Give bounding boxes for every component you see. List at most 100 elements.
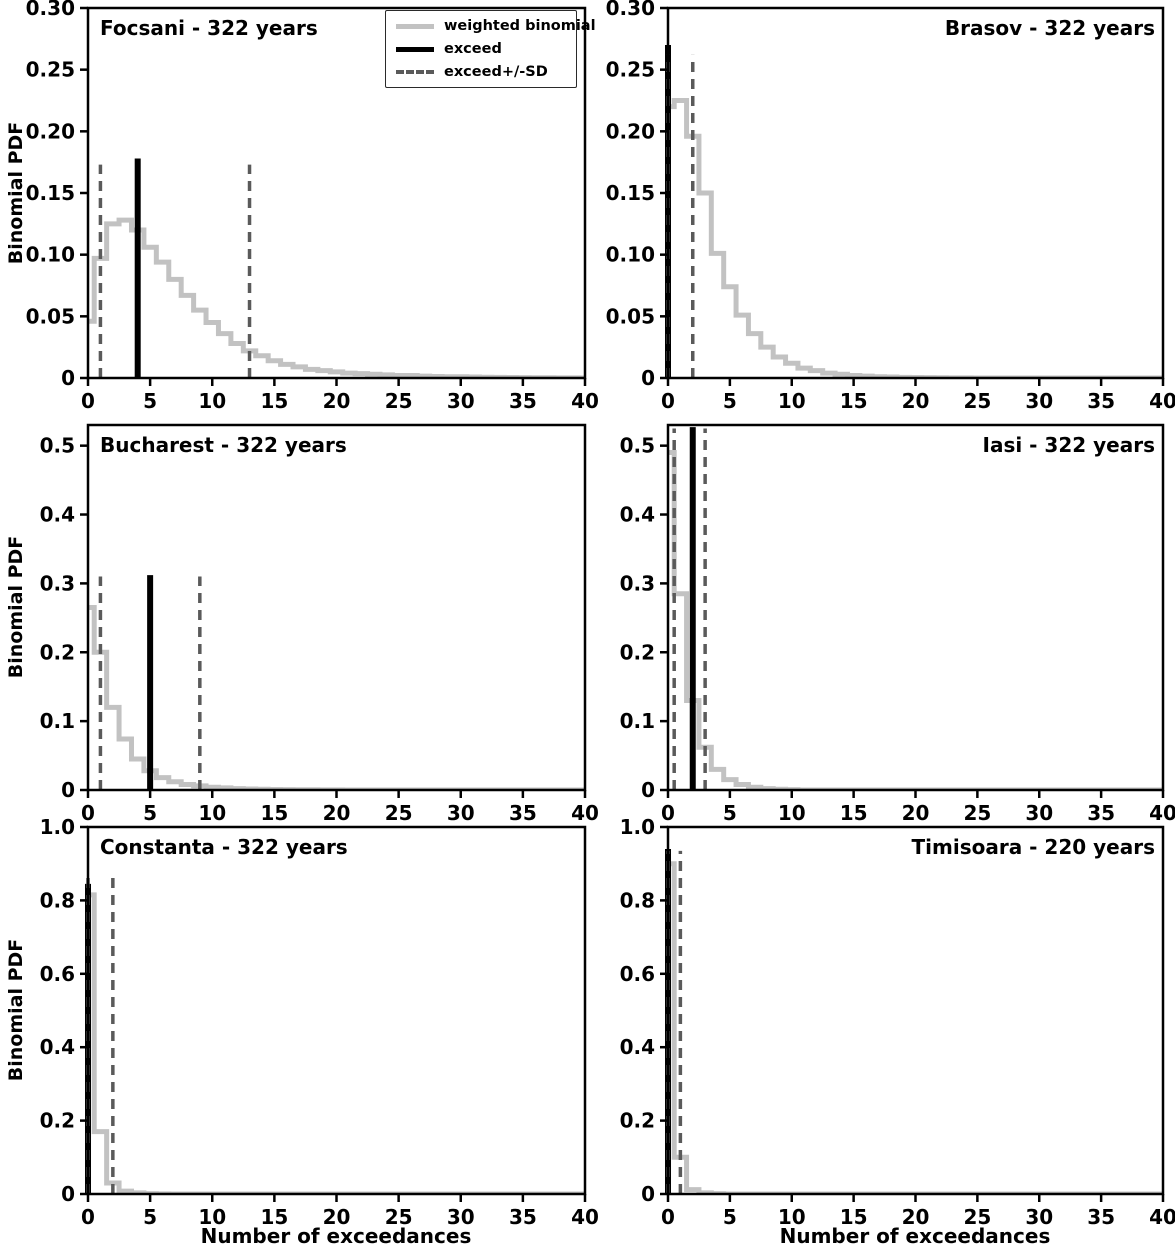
x-tick-label: 10 xyxy=(778,389,806,413)
x-tick-label: 0 xyxy=(661,801,675,825)
x-tick-label: 15 xyxy=(260,389,288,413)
chart-title-constanta: Constanta - 322 years xyxy=(100,835,348,859)
y-tick-label: 0 xyxy=(641,366,655,390)
legend-label-exceed-sd: exceed+/-SD xyxy=(444,64,548,80)
x-tick-label: 0 xyxy=(81,801,95,825)
y-tick-label: 0.10 xyxy=(606,243,655,267)
chart-title-focsani: Focsani - 322 years xyxy=(100,16,318,40)
x-tick-label: 0 xyxy=(661,1205,675,1229)
weighted-binomial-line-swatch xyxy=(396,23,434,29)
legend-item-exceed: exceed xyxy=(396,41,566,57)
subplot-focsani: 0 0.05 0.10 0.15 0.20 0.25 0.30 0 5 10 15 20 25 30 35 4… xyxy=(26,0,599,413)
x-axis-label-left: Number of exceedances xyxy=(200,1224,472,1248)
y-tick-label: 0.4 xyxy=(40,503,75,527)
x-tick-label: 30 xyxy=(1025,1205,1053,1229)
y-tick-label: 0 xyxy=(61,1182,75,1206)
legend-item-weighted-binomial: weighted binomial xyxy=(396,18,596,34)
exceed-line-swatch xyxy=(396,46,434,52)
x-tick-label: 0 xyxy=(661,389,675,413)
x-tick-label: 0 xyxy=(81,1205,95,1229)
x-tick-label: 30 xyxy=(447,1205,475,1229)
y-tick-label: 0 xyxy=(641,1182,655,1206)
y-tick-label: 0.25 xyxy=(606,58,655,82)
x-tick-label: 10 xyxy=(778,801,806,825)
subplot-iasi: 0 0.1 0.2 0.3 0.4 0.5 0 5 10 15 20 25 30 35 40 xyxy=(620,423,1175,825)
weighted-binomial-curve xyxy=(668,450,1163,791)
axes-frame xyxy=(666,423,1165,792)
y-axis-label-row2: Binomial PDF xyxy=(5,535,27,679)
x-tick-label: 40 xyxy=(571,389,599,413)
x-tick-label: 35 xyxy=(509,1205,537,1229)
legend-label-weighted-binomial: weighted binomial xyxy=(444,18,596,34)
x-tick-label: 40 xyxy=(571,801,599,825)
y-tick-label: 1.0 xyxy=(40,815,75,839)
x-tick-label: 20 xyxy=(323,1205,351,1229)
x-tick-label: 30 xyxy=(1025,389,1053,413)
y-tick-label: 0.30 xyxy=(606,0,655,20)
x-tick-label: 15 xyxy=(840,801,868,825)
chart-title-iasi: Iasi - 322 years xyxy=(982,433,1156,457)
y-tick-label: 0.2 xyxy=(620,640,655,664)
y-tick-label: 1.0 xyxy=(620,815,655,839)
x-tick-label: 30 xyxy=(1025,801,1053,825)
x-tick-label: 25 xyxy=(963,1205,991,1229)
x-tick-label: 5 xyxy=(723,801,737,825)
chart-title-brasov: Brasov - 322 years xyxy=(944,16,1155,40)
x-tick-label: 15 xyxy=(840,389,868,413)
weighted-binomial-curve xyxy=(88,217,585,379)
exceed-sd-line-swatch xyxy=(396,70,434,74)
x-tick-label: 20 xyxy=(323,801,351,825)
x-tick-label: 5 xyxy=(723,389,737,413)
x-tick-label: 20 xyxy=(902,801,930,825)
x-tick-label: 30 xyxy=(447,801,475,825)
y-tick-label: 0.4 xyxy=(620,1035,655,1059)
x-tick-label: 40 xyxy=(571,1205,599,1229)
y-tick-label: 0.25 xyxy=(26,58,75,82)
x-tick-label: 5 xyxy=(723,1205,737,1229)
x-tick-label: 30 xyxy=(447,389,475,413)
y-tick-label: 0.4 xyxy=(620,503,655,527)
chart-title-bucharest: Bucharest - 322 years xyxy=(100,433,347,457)
x-tick-label: 5 xyxy=(143,1205,157,1229)
weighted-binomial-curve xyxy=(668,861,1163,1195)
x-tick-label: 40 xyxy=(1149,801,1175,825)
y-tick-label: 0.3 xyxy=(620,571,655,595)
y-tick-label: 0.05 xyxy=(26,304,75,328)
y-axis-label-row3: Binomial PDF xyxy=(5,938,27,1082)
x-tick-label: 20 xyxy=(902,1205,930,1229)
x-tick-label: 5 xyxy=(143,389,157,413)
y-tick-label: 0.8 xyxy=(40,888,75,912)
y-tick-label: 0.6 xyxy=(620,962,655,986)
axes-frame xyxy=(666,825,1165,1196)
y-tick-label: 0.20 xyxy=(26,119,75,143)
x-tick-label: 10 xyxy=(198,1205,226,1229)
y-tick-label: 0 xyxy=(61,366,75,390)
y-tick-label: 0.1 xyxy=(40,709,75,733)
y-tick-label: 0.2 xyxy=(620,1109,655,1133)
x-tick-label: 35 xyxy=(1087,389,1115,413)
y-tick-label: 0.4 xyxy=(40,1035,75,1059)
x-tick-label: 20 xyxy=(323,389,351,413)
weighted-binomial-curve xyxy=(668,98,1163,379)
y-tick-label: 0.3 xyxy=(40,571,75,595)
axes-frame xyxy=(666,6,1165,380)
y-tick-label: 0.2 xyxy=(40,640,75,664)
x-tick-label: 25 xyxy=(963,801,991,825)
subplot-constanta: 0 0.2 0.4 0.6 0.8 1.0 0 5 10 15 20 25 30 35 40 xyxy=(40,815,599,1229)
chart-title-timisoara: Timisoara - 220 years xyxy=(911,835,1156,859)
x-tick-label: 25 xyxy=(963,389,991,413)
x-tick-label: 5 xyxy=(143,801,157,825)
x-tick-label: 10 xyxy=(198,389,226,413)
legend-label-exceed: exceed xyxy=(444,41,502,57)
x-tick-label: 35 xyxy=(509,801,537,825)
x-tick-label: 15 xyxy=(840,1205,868,1229)
y-tick-label: 0 xyxy=(61,778,75,802)
y-tick-label: 0.5 xyxy=(40,434,75,458)
weighted-binomial-curve xyxy=(88,892,585,1195)
y-tick-label: 0.6 xyxy=(40,962,75,986)
y-tick-label: 0.20 xyxy=(606,119,655,143)
axes-frame xyxy=(86,825,587,1196)
x-tick-label: 35 xyxy=(1087,801,1115,825)
